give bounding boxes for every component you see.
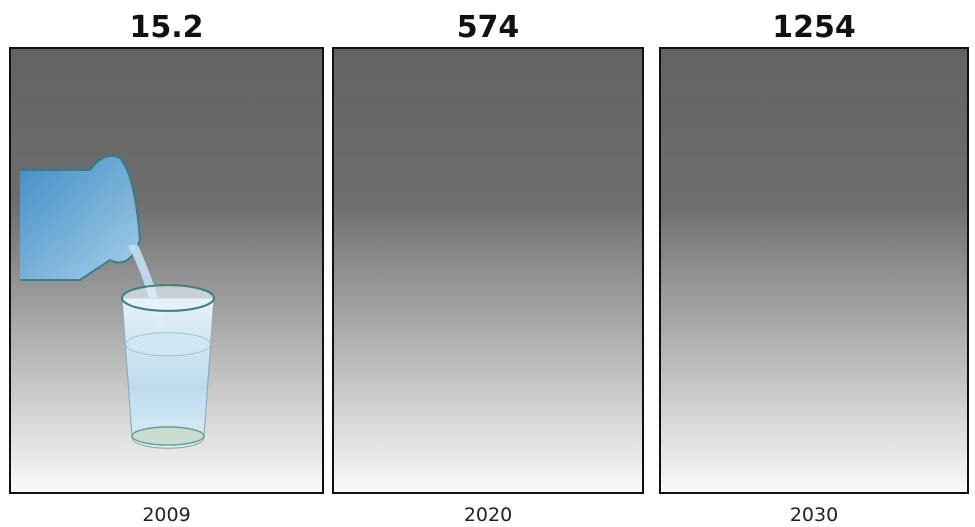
glass-base [131, 426, 205, 446]
panel [9, 47, 324, 494]
panels: 15.2 2009 574 2020 1254 2030 [9, 10, 969, 526]
value-label: 15.2 [129, 10, 203, 45]
category-label: 2030 [790, 504, 838, 526]
pitcher [20, 154, 142, 281]
value-label: 1254 [772, 10, 856, 45]
panel-frame [332, 47, 644, 494]
glass [121, 284, 215, 449]
panel [659, 47, 969, 494]
category-label: 2009 [142, 504, 190, 526]
panel-art-wrap [20, 154, 215, 449]
panel-bg [333, 48, 643, 493]
category-label: 2020 [464, 504, 512, 526]
glass-rim [121, 284, 215, 312]
panel-art [20, 154, 215, 449]
panel [332, 47, 644, 494]
glass-water [125, 332, 211, 357]
value-label: 574 [457, 10, 520, 45]
panel-frame [9, 47, 324, 494]
panel-frame [659, 47, 969, 494]
panel-bg [660, 48, 968, 493]
glass-body [121, 297, 215, 449]
